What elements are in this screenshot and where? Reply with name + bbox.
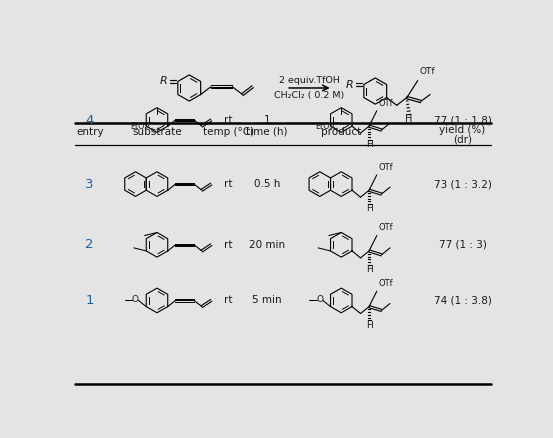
Text: CH₂Cl₂ ( 0.2 M): CH₂Cl₂ ( 0.2 M): [274, 91, 345, 100]
Text: H: H: [366, 321, 372, 329]
Text: 3: 3: [86, 177, 94, 191]
Text: 73 (1 : 3.2): 73 (1 : 3.2): [434, 179, 492, 189]
Text: 1: 1: [264, 115, 270, 125]
Text: (dr): (dr): [453, 134, 472, 145]
Bar: [69, 53, 498, 120]
Text: O: O: [316, 295, 323, 304]
Text: OTf: OTf: [378, 99, 393, 108]
Text: time (h): time (h): [247, 127, 288, 137]
Text: 0.5 h: 0.5 h: [254, 179, 280, 189]
Text: H: H: [366, 140, 372, 149]
Text: entry: entry: [76, 127, 103, 137]
Text: OTf: OTf: [378, 223, 393, 233]
Text: OTf: OTf: [378, 279, 393, 288]
Text: OTf: OTf: [378, 163, 393, 172]
Text: rt: rt: [225, 240, 233, 250]
Text: rt: rt: [225, 179, 233, 189]
Text: EtO₂C: EtO₂C: [131, 122, 154, 131]
Text: 2: 2: [86, 238, 94, 251]
Text: 5 min: 5 min: [252, 296, 282, 305]
Text: OTf: OTf: [419, 67, 435, 76]
Text: H: H: [366, 265, 372, 274]
Text: R: R: [159, 77, 167, 86]
Text: 77 (1 : 1.8): 77 (1 : 1.8): [434, 115, 492, 125]
Text: yield (%): yield (%): [440, 124, 486, 134]
Text: EtO₂C: EtO₂C: [315, 122, 338, 131]
Text: R: R: [345, 80, 353, 89]
Text: O: O: [132, 295, 139, 304]
Text: H: H: [405, 114, 412, 124]
Text: rt: rt: [225, 115, 233, 125]
Text: 20 min: 20 min: [249, 240, 285, 250]
Text: product: product: [321, 127, 362, 137]
Text: rt: rt: [225, 296, 233, 305]
Text: temp (°C): temp (°C): [203, 127, 254, 137]
Text: 1: 1: [86, 294, 94, 307]
Text: substrate: substrate: [132, 127, 182, 137]
Text: 74 (1 : 3.8): 74 (1 : 3.8): [434, 296, 492, 305]
Text: 77 (1 : 3): 77 (1 : 3): [439, 240, 487, 250]
Text: 4: 4: [86, 113, 94, 127]
Text: H: H: [366, 204, 372, 213]
Text: 2 equiv.TfOH: 2 equiv.TfOH: [279, 76, 340, 85]
